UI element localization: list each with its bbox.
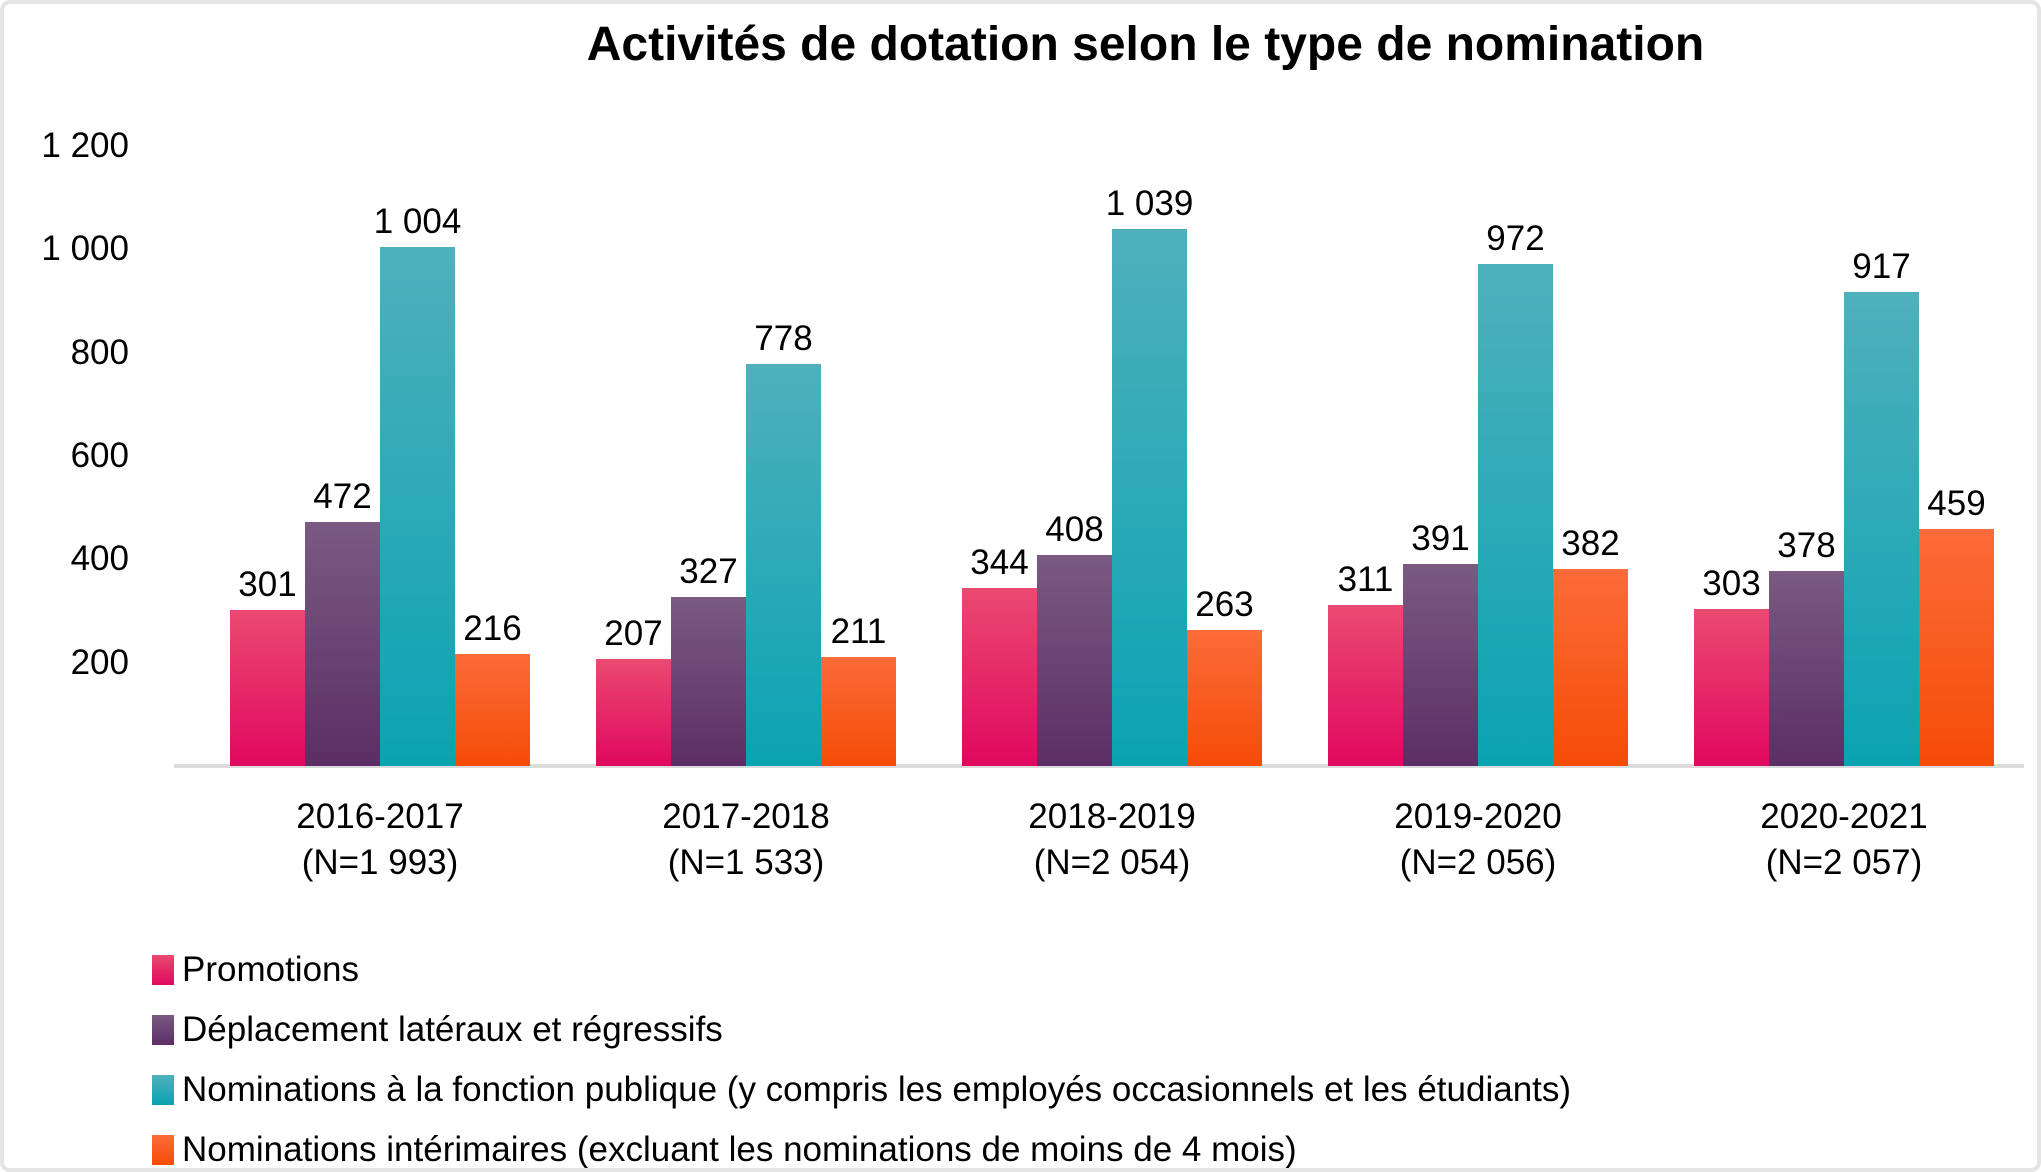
category-n: (N=1 993) <box>301 843 459 882</box>
bar-group: 303 378 917 459 <box>1661 146 2027 766</box>
bar-value-label: 207 <box>604 614 663 653</box>
bar-value-label: 972 <box>1486 219 1545 258</box>
bar-value-label: 391 <box>1411 519 1470 558</box>
bar-value-label: 472 <box>313 477 372 516</box>
x-axis-category-label: 2018-2019 (N=2 054) <box>929 794 1295 886</box>
legend-label: Promotions <box>182 950 360 989</box>
bar-value-label: 382 <box>1561 524 1620 563</box>
bar-value-label: 1 039 <box>1105 184 1194 223</box>
bar-value-label: 778 <box>754 319 813 358</box>
bar-value-label: 459 <box>1927 484 1986 523</box>
bar-series-2: 408 <box>1037 510 1112 766</box>
bar-value-label: 211 <box>830 612 887 651</box>
bar-value-label: 303 <box>1702 564 1761 603</box>
bar-group: 301 472 1 004 216 <box>197 146 563 766</box>
category-n: (N=2 054) <box>1033 843 1191 882</box>
bar-series-4: 459 <box>1919 484 1994 766</box>
y-tick-label: 1 200 <box>41 126 129 165</box>
bar-series-3: 1 004 <box>374 202 461 766</box>
legend-label: Déplacement latéraux et régressifs <box>182 1010 723 1049</box>
legend-swatch-icon <box>152 1075 174 1105</box>
bar-series-3: 972 <box>1478 219 1553 766</box>
legend-swatch-icon <box>152 955 174 985</box>
legend-swatch-icon <box>152 1015 174 1045</box>
category-n: (N=2 057) <box>1765 843 1923 882</box>
bar-series-4: 216 <box>455 609 530 766</box>
bar-series-3: 1 039 <box>1106 184 1193 766</box>
bar-series-2: 472 <box>305 477 380 766</box>
legend-item: Promotions <box>152 940 1571 1000</box>
bar-value-label: 327 <box>679 552 738 591</box>
bar-value-label: 311 <box>1337 560 1394 599</box>
x-axis-labels: 2016-2017 (N=1 993) 2017-2018 (N=1 533) 2018… <box>197 794 2027 886</box>
legend-item: Nominations à la fonction publique (y co… <box>152 1060 1571 1120</box>
legend-label: Nominations intérimaires (excluant les n… <box>182 1130 1297 1169</box>
bar-value-label: 378 <box>1777 526 1836 565</box>
bar-value-label: 216 <box>463 609 522 648</box>
bar-series-2: 327 <box>671 552 746 766</box>
bar-series-1: 301 <box>230 565 305 766</box>
bar-series-3: 778 <box>746 319 821 766</box>
bar-series-4: 382 <box>1553 524 1628 766</box>
legend-label: Nominations à la fonction publique (y co… <box>182 1070 1572 1109</box>
bar-value-label: 1 004 <box>373 202 462 241</box>
plot-area: 301 472 1 004 216 207 327 778 211 344 408 1 039 263… <box>197 146 2027 766</box>
y-tick-label: 600 <box>70 436 129 475</box>
bar-value-label: 263 <box>1195 585 1254 624</box>
legend-item: Déplacement latéraux et régressifs <box>152 1000 1571 1060</box>
legend-swatch-icon <box>152 1135 174 1165</box>
bar-value-label: 301 <box>238 565 297 604</box>
y-tick-label: 800 <box>70 332 129 372</box>
bar-series-1: 207 <box>596 614 671 766</box>
bar-value-label: 408 <box>1045 510 1104 549</box>
category-n: (N=2 056) <box>1399 843 1557 882</box>
legend: Promotions Déplacement latéraux et régres… <box>152 940 1571 1169</box>
y-tick-label: 1 000 <box>41 229 129 269</box>
x-axis-category-label: 2019-2020 (N=2 056) <box>1295 794 1661 886</box>
bar-series-4: 263 <box>1187 585 1262 766</box>
bar-group: 311 391 972 382 <box>1295 146 1661 766</box>
y-tick-label: 200 <box>70 642 129 682</box>
legend-item: Nominations intérimaires (excluant les n… <box>152 1120 1571 1169</box>
bar-value-label: 344 <box>970 543 1029 582</box>
x-axis-category-label: 2020-2021 (N=2 057) <box>1661 794 2027 886</box>
category-year: 2017-2018 <box>662 797 830 836</box>
x-axis-category-label: 2016-2017 (N=1 993) <box>197 794 563 886</box>
bar-value-label: 917 <box>1852 247 1911 286</box>
x-axis-category-label: 2017-2018 (N=1 533) <box>563 794 929 886</box>
bar-series-1: 344 <box>962 543 1037 766</box>
category-n: (N=1 533) <box>667 843 825 882</box>
y-tick-label: 400 <box>70 539 129 579</box>
category-year: 2020-2021 <box>1760 797 1928 836</box>
category-year: 2016-2017 <box>296 797 464 836</box>
bar-series-4: 211 <box>821 612 896 766</box>
bar-series-2: 391 <box>1403 519 1478 766</box>
x-axis-line <box>174 764 2024 768</box>
bar-series-1: 303 <box>1694 564 1769 766</box>
bar-group: 207 327 778 211 <box>563 146 929 766</box>
category-year: 2019-2020 <box>1394 797 1562 836</box>
chart-title: Activités de dotation selon le type de n… <box>586 18 1705 71</box>
category-year: 2018-2019 <box>1028 797 1196 836</box>
bar-series-3: 917 <box>1844 247 1919 766</box>
bar-series-2: 378 <box>1769 526 1844 766</box>
bar-series-1: 311 <box>1328 560 1403 766</box>
bar-group: 344 408 1 039 263 <box>929 146 1295 766</box>
